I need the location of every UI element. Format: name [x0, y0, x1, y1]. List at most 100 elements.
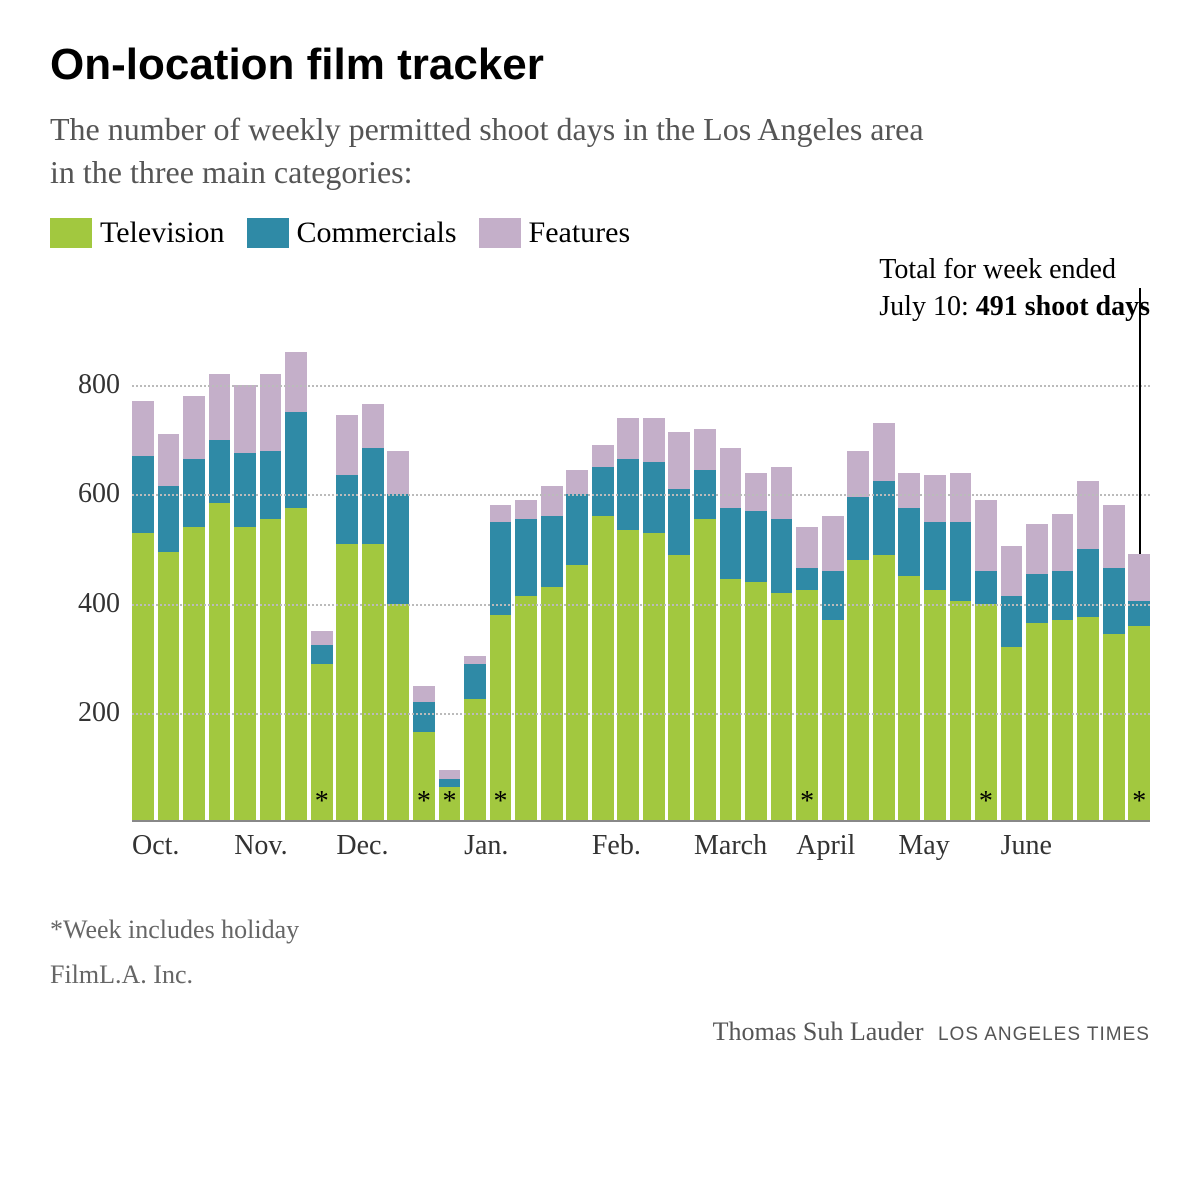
- bar: [260, 374, 282, 822]
- bars-group: *******: [132, 330, 1150, 822]
- x-axis-label: June: [1001, 830, 1052, 862]
- segment-features: [566, 470, 588, 495]
- segment-commercials: [975, 571, 997, 604]
- bar: [924, 475, 946, 822]
- segment-television: [1052, 620, 1074, 822]
- segment-television: [490, 615, 512, 823]
- segment-commercials: [924, 522, 946, 590]
- y-axis-label: 200: [50, 697, 120, 729]
- segment-television: [285, 508, 307, 822]
- segment-television: [950, 601, 972, 822]
- annotation-line2-prefix: July 10:: [879, 291, 975, 322]
- segment-television: [592, 516, 614, 822]
- bar: [336, 415, 358, 822]
- bar: *: [975, 500, 997, 823]
- segment-television: [617, 530, 639, 822]
- segment-television: [311, 664, 333, 823]
- segment-television: [336, 544, 358, 823]
- segment-commercials: [311, 645, 333, 664]
- segment-commercials: [873, 481, 895, 555]
- segment-commercials: [413, 702, 435, 732]
- segment-television: [1103, 634, 1125, 823]
- x-axis-label: Nov.: [234, 830, 287, 862]
- segment-features: [183, 396, 205, 459]
- segment-features: [796, 527, 818, 568]
- gridline: [132, 713, 1150, 715]
- segment-television: [1026, 623, 1048, 823]
- segment-television: [745, 582, 767, 823]
- bar: [285, 352, 307, 822]
- segment-television: [260, 519, 282, 822]
- segment-features: [362, 404, 384, 448]
- segment-television: [771, 593, 793, 823]
- segment-commercials: [1026, 574, 1048, 623]
- chart-area: Total for week ended July 10: 491 shoot …: [50, 330, 1150, 880]
- segment-features: [336, 415, 358, 475]
- segment-commercials: [822, 571, 844, 620]
- segment-commercials: [183, 459, 205, 527]
- segment-features: [592, 445, 614, 467]
- segment-features: [771, 467, 793, 519]
- holiday-footnote: *Week includes holiday: [50, 908, 1150, 952]
- bar: [1103, 505, 1125, 822]
- segment-features: [490, 505, 512, 521]
- bar: [132, 401, 154, 822]
- segment-commercials: [234, 453, 256, 527]
- bar: [694, 429, 716, 823]
- credit-publication: LOS ANGELES TIMES: [938, 1024, 1150, 1045]
- legend-label: Television: [100, 216, 225, 250]
- segment-features: [541, 486, 563, 516]
- bar: *: [311, 631, 333, 822]
- plot-area: ******* 200400600800: [132, 330, 1150, 822]
- bar: [668, 432, 690, 823]
- bar: [1001, 546, 1023, 822]
- legend: TelevisionCommercialsFeatures: [50, 216, 1150, 250]
- segment-commercials: [464, 664, 486, 700]
- segment-commercials: [720, 508, 742, 579]
- bar: *: [1128, 554, 1150, 822]
- bar: [898, 473, 920, 823]
- source-line: FilmL.A. Inc.: [50, 953, 1150, 997]
- segment-commercials: [592, 467, 614, 516]
- chart-title: On-location film tracker: [50, 40, 1150, 90]
- bar: [643, 418, 665, 823]
- bar: [617, 418, 639, 823]
- segment-commercials: [336, 475, 358, 543]
- x-axis-label: Feb.: [592, 830, 641, 862]
- bar: *: [490, 505, 512, 822]
- segment-features: [694, 429, 716, 470]
- gridline: [132, 385, 1150, 387]
- segment-features: [464, 656, 486, 664]
- segment-television: [924, 590, 946, 822]
- legend-swatch: [247, 218, 289, 248]
- chart-subtitle: The number of weekly permitted shoot day…: [50, 108, 950, 194]
- segment-television: [796, 590, 818, 822]
- segment-commercials: [1103, 568, 1125, 634]
- bar: [209, 374, 231, 822]
- segment-television: [1077, 617, 1099, 822]
- x-axis-label: April: [796, 830, 855, 862]
- bar: [387, 451, 409, 823]
- credit-author: Thomas Suh Lauder: [713, 1017, 924, 1046]
- x-axis: Oct.Nov.Dec.Jan.Feb.MarchAprilMayJune: [132, 830, 1150, 880]
- segment-features: [950, 473, 972, 522]
- chart-container: On-location film tracker The number of w…: [0, 0, 1200, 1200]
- segment-features: [311, 631, 333, 645]
- segment-features: [515, 500, 537, 519]
- segment-commercials: [387, 494, 409, 603]
- segment-television: [822, 620, 844, 822]
- segment-television: [464, 699, 486, 822]
- y-axis-label: 400: [50, 588, 120, 620]
- x-axis-label: Oct.: [132, 830, 179, 862]
- legend-swatch: [479, 218, 521, 248]
- segment-television: [183, 527, 205, 822]
- segment-commercials: [566, 494, 588, 565]
- segment-features: [1026, 524, 1048, 573]
- segment-commercials: [745, 511, 767, 582]
- legend-item: Commercials: [247, 216, 457, 250]
- segment-commercials: [209, 440, 231, 503]
- x-axis-label: March: [694, 830, 767, 862]
- legend-label: Commercials: [297, 216, 457, 250]
- segment-commercials: [541, 516, 563, 587]
- segment-television: [720, 579, 742, 822]
